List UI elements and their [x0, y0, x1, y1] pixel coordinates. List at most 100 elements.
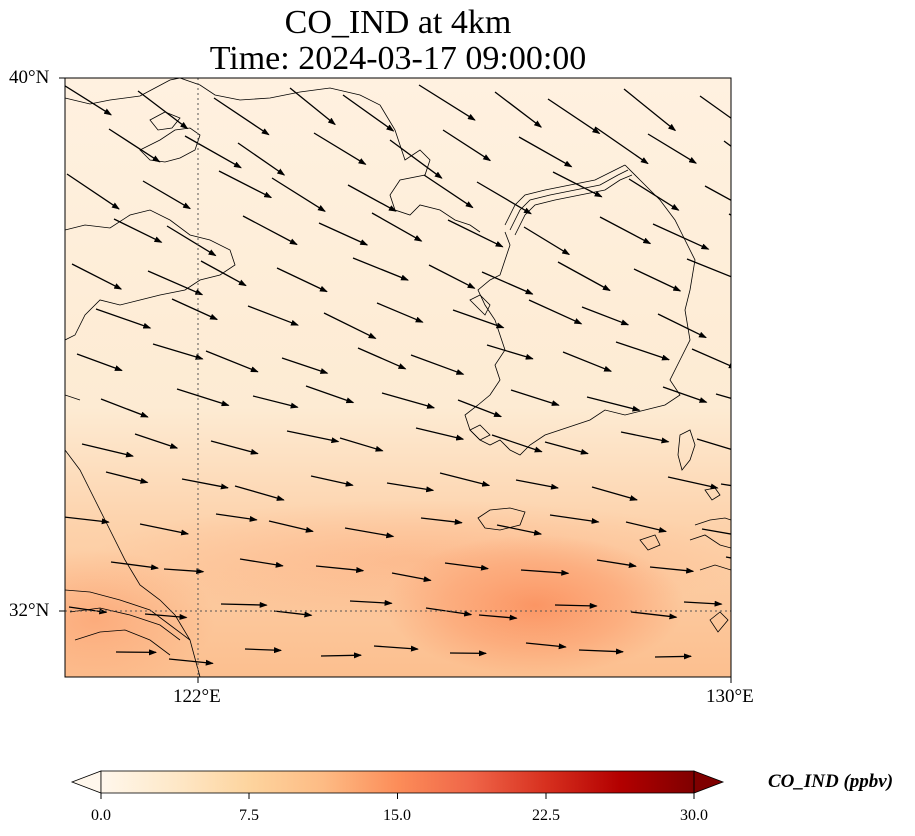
wind-vector-arrow — [166, 225, 217, 257]
wind-vector-arrow — [76, 353, 123, 372]
wind-vector-arrow — [554, 602, 598, 609]
wind-vector-arrow — [242, 215, 298, 246]
colorbar-tick-label: 7.5 — [239, 807, 259, 824]
wind-vector-arrow — [152, 343, 204, 360]
wind-vector-arrow — [381, 392, 436, 409]
wind-vector-arrow — [386, 482, 435, 493]
wind-vector-arrow — [344, 527, 395, 539]
wind-vector-arrow — [662, 386, 708, 403]
wind-vector-arrow — [347, 184, 397, 212]
wind-vector-arrow — [286, 430, 340, 444]
wind-vector-arrow — [633, 268, 682, 292]
wind-vector-field — [65, 84, 731, 666]
map-time-subtitle: Time: 2024-03-17 09:00:00 — [209, 40, 587, 77]
colorbar-bar — [101, 771, 694, 793]
wind-vector-arrow — [428, 264, 476, 289]
wind-vector-arrow — [520, 569, 570, 576]
wind-vector-arrow — [623, 88, 677, 132]
colorbar-tick-label: 15.0 — [383, 807, 411, 824]
wind-vector-arrow — [715, 393, 731, 399]
map-frame — [64, 77, 732, 678]
wind-vector-arrow — [71, 263, 123, 290]
co-plume-band — [90, 500, 731, 620]
wind-vector-arrow — [342, 94, 395, 132]
colorbar-extend-min — [70, 770, 102, 794]
wind-vector-arrow — [447, 219, 504, 248]
wind-vector-arrow — [237, 142, 286, 176]
wind-vector-arrow — [615, 341, 670, 361]
wind-vector-arrow — [701, 528, 731, 535]
wind-vector-arrow — [220, 601, 268, 608]
wind-vector-arrow — [549, 514, 600, 524]
wind-vector-arrow — [683, 600, 723, 607]
wind-vector-arrow — [452, 309, 505, 329]
wind-vector-arrow — [596, 559, 637, 569]
wind-vector-arrow — [168, 658, 214, 666]
wind-vector-arrow — [654, 653, 692, 660]
wind-vector-arrow — [652, 223, 710, 250]
colorbar-label: CO_IND (ppbv) — [768, 771, 894, 792]
wind-vector-arrow — [425, 607, 473, 617]
wind-vector-arrow — [420, 517, 463, 525]
wind-vector-arrow — [720, 483, 731, 487]
wind-vector-arrow — [423, 174, 474, 209]
wind-vector-arrow — [105, 471, 149, 484]
wind-vector-arrow — [691, 348, 731, 369]
wind-vector-arrow — [181, 478, 229, 490]
wind-vector-arrow — [515, 479, 559, 490]
wind-vector-arrow — [142, 180, 191, 210]
colorbar-tick-label: 30.0 — [680, 807, 708, 824]
wind-vector-arrow — [418, 84, 476, 121]
wind-vector-arrow — [81, 443, 134, 458]
wind-vector-arrow — [305, 385, 355, 404]
wind-vector-arrow — [289, 87, 336, 126]
wind-vector-arrow — [628, 178, 680, 211]
x-tick-label-122E: 122°E — [173, 686, 221, 707]
wind-vector-arrow — [171, 298, 219, 321]
wind-vector-arrow — [667, 476, 719, 490]
wind-vector-arrow — [352, 257, 409, 281]
wind-vector-arrow — [147, 270, 204, 296]
wind-vector-arrow — [647, 133, 697, 164]
wind-vector-arrow — [95, 308, 152, 329]
wind-vector-arrow — [391, 572, 432, 583]
wind-vector-arrow — [66, 173, 120, 210]
wind-vector-arrow — [630, 611, 678, 620]
wind-vector-arrow — [476, 181, 532, 215]
wind-vector-arrow — [163, 568, 205, 575]
wind-vector-arrow — [491, 434, 543, 453]
wind-vector-arrow — [184, 135, 242, 169]
wind-vector-arrow — [210, 440, 259, 455]
wind-vector-arrow — [704, 185, 731, 201]
wind-vector-arrow — [349, 599, 393, 606]
wind-vector-arrow — [113, 218, 163, 243]
wind-vector-arrow — [313, 132, 367, 165]
wind-vector-arrow — [599, 216, 652, 245]
wind-vector-arrow — [215, 513, 258, 522]
wind-vector-arrow — [625, 521, 667, 533]
wind-vector-arrow — [518, 136, 573, 168]
wind-vector-arrow — [373, 645, 419, 652]
y-tick-label-32N: 32°N — [9, 600, 50, 621]
y-tick-label-40N: 40°N — [9, 67, 50, 88]
wind-vector-arrow — [620, 431, 670, 444]
wind-vector-arrow — [276, 267, 328, 293]
wind-vector-arrow — [205, 350, 259, 373]
wind-vector-arrow — [176, 388, 230, 407]
wind-vector-arrow — [323, 312, 377, 339]
wind-vector-arrow — [649, 566, 695, 574]
wind-vector-arrow — [234, 485, 285, 501]
wind-vector-arrow — [376, 302, 424, 323]
colorbar-tick-label: 0.0 — [91, 807, 111, 824]
wind-vector-arrow — [442, 129, 492, 162]
colorbar-extend-max — [693, 770, 725, 794]
wind-vector-arrow — [320, 652, 362, 659]
wind-vector-arrow — [547, 98, 601, 135]
wind-vector-arrow — [552, 171, 603, 198]
wind-vector-arrow — [528, 299, 583, 325]
wind-vector-arrow — [594, 126, 649, 165]
colorbar-tick-label: 22.5 — [532, 807, 560, 824]
wind-vector-arrow — [523, 226, 571, 256]
wind-vector-arrow — [696, 438, 731, 450]
